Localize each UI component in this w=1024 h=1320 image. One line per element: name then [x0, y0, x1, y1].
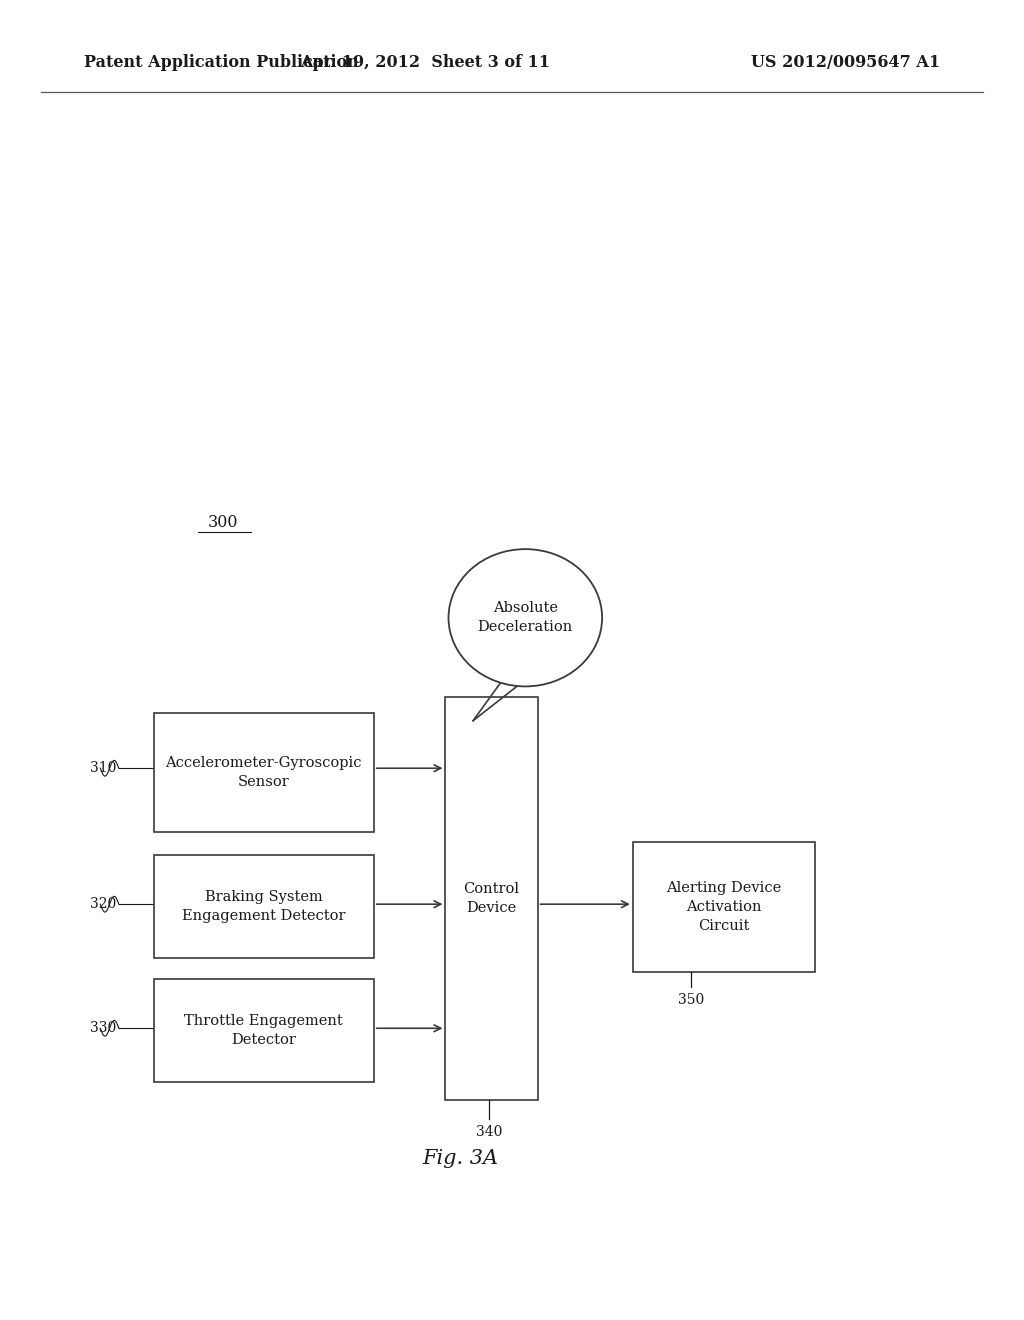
Text: Braking System
Engagement Detector: Braking System Engagement Detector: [182, 891, 345, 923]
FancyBboxPatch shape: [445, 697, 538, 1100]
Text: Absolute
Deceleration: Absolute Deceleration: [477, 602, 573, 634]
Text: 350: 350: [678, 993, 705, 1007]
Text: 310: 310: [90, 762, 117, 775]
Text: 320: 320: [90, 898, 117, 911]
Text: Apr. 19, 2012  Sheet 3 of 11: Apr. 19, 2012 Sheet 3 of 11: [300, 54, 550, 70]
Text: 330: 330: [90, 1022, 117, 1035]
Text: Control
Device: Control Device: [464, 882, 519, 915]
FancyBboxPatch shape: [154, 979, 374, 1082]
Text: 300: 300: [208, 513, 239, 531]
Text: Throttle Engagement
Detector: Throttle Engagement Detector: [184, 1015, 343, 1047]
FancyBboxPatch shape: [633, 842, 815, 972]
FancyBboxPatch shape: [154, 855, 374, 958]
Text: 340: 340: [476, 1125, 503, 1139]
Text: Patent Application Publication: Patent Application Publication: [84, 54, 358, 70]
FancyBboxPatch shape: [154, 713, 374, 832]
Ellipse shape: [449, 549, 602, 686]
Text: US 2012/0095647 A1: US 2012/0095647 A1: [751, 54, 940, 70]
Text: Accelerometer-Gyroscopic
Sensor: Accelerometer-Gyroscopic Sensor: [166, 756, 361, 788]
Text: Alerting Device
Activation
Circuit: Alerting Device Activation Circuit: [667, 880, 781, 933]
Text: Fig. 3A: Fig. 3A: [423, 1150, 499, 1168]
